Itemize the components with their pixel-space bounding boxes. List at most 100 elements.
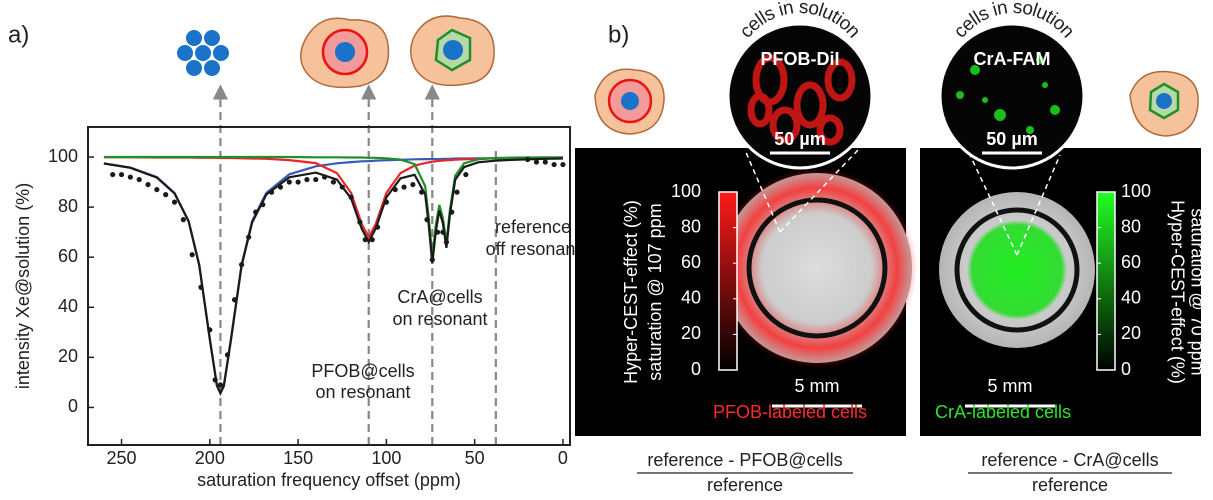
zoom-line — [969, 154, 1018, 256]
colorbar-tick-label: 40 — [1121, 288, 1141, 308]
inset-right — [938, 22, 1086, 170]
data-point — [348, 194, 354, 200]
panel-label: b) — [608, 21, 629, 48]
colorbar-tick-label: 60 — [681, 252, 701, 272]
data-point — [127, 174, 133, 180]
image-caption: CrA-labeled cells — [935, 402, 1071, 422]
annotation: on resonant — [392, 309, 487, 329]
data-point — [449, 209, 455, 215]
colorbar-tick-label: 0 — [1121, 359, 1131, 379]
data-point — [313, 176, 319, 183]
data-point — [419, 189, 425, 195]
y-tick-label: 20 — [58, 346, 78, 366]
colorbar-tick-label: 0 — [691, 359, 701, 379]
data-point — [231, 297, 238, 303]
data-point — [136, 176, 142, 183]
data-point — [224, 352, 231, 358]
annotation: CrA@cells — [397, 287, 482, 307]
formula-denominator: reference — [707, 475, 783, 495]
data-point — [429, 257, 435, 263]
colorbar-tick-label: 20 — [1121, 323, 1141, 343]
data-point — [269, 189, 275, 195]
sample-left — [717, 168, 917, 368]
scale-label: 5 mm — [988, 376, 1033, 396]
y-tick-label: 40 — [58, 296, 78, 316]
inset-scale-label: 50 µm — [774, 129, 825, 149]
inset-scale-label: 50 µm — [986, 129, 1037, 149]
y-tick-label: 80 — [58, 196, 78, 216]
data-point — [304, 176, 310, 183]
data-point — [239, 262, 245, 268]
image-caption: PFOB-labeled cells — [713, 402, 867, 422]
colorbar-tick-label: 80 — [681, 216, 701, 236]
data-point — [260, 202, 266, 208]
inset-cells — [956, 56, 1060, 134]
colorbar-tick-label: 100 — [671, 181, 701, 201]
data-point — [189, 252, 195, 258]
data-point — [110, 171, 116, 178]
zoom-line — [1016, 154, 1061, 256]
data-point — [424, 217, 430, 223]
x-tick-label: 100 — [371, 448, 401, 468]
colorbar-tick-label: 20 — [681, 323, 701, 343]
colorbar-tick-label: 100 — [1121, 181, 1151, 201]
scale-label: 5 mm — [795, 376, 840, 396]
x-tick-label: 0 — [558, 448, 568, 468]
annotation: reference — [495, 217, 571, 237]
data-point — [180, 217, 186, 223]
data-point — [277, 184, 284, 190]
data-point — [369, 237, 375, 243]
data-point — [163, 192, 169, 198]
data-point — [217, 382, 224, 388]
zoom-line — [744, 149, 781, 233]
inset-cells — [747, 54, 856, 146]
colorbar-tick-label: 60 — [1121, 252, 1141, 272]
colorbar-subtitle: saturation @ 107 ppm — [645, 203, 665, 380]
x-axis-label: saturation frequency offset (ppm) — [197, 470, 461, 490]
cell-icon — [410, 15, 495, 87]
data-point — [410, 181, 416, 188]
data-point — [339, 184, 345, 190]
formula-numerator: reference - PFOB@cells — [647, 450, 842, 470]
data-point — [392, 186, 398, 193]
data-point — [286, 179, 292, 185]
data-point — [118, 171, 125, 178]
formula-numerator: reference - CrA@cells — [981, 450, 1158, 470]
data-point — [246, 234, 252, 240]
data-point — [212, 377, 218, 383]
x-tick-label: 150 — [283, 448, 313, 468]
colorbar-tick-label: 40 — [681, 288, 701, 308]
inset-label: PFOB-DiI — [761, 49, 840, 69]
data-point — [454, 189, 460, 195]
colorbar-tick-label: 80 — [1121, 216, 1141, 236]
annotation: PFOB@cells — [311, 361, 414, 381]
data-point — [525, 156, 531, 163]
data-point — [198, 284, 204, 290]
data-point — [362, 237, 368, 243]
data-point — [321, 174, 328, 180]
data-point — [542, 159, 548, 165]
plot-frame — [87, 126, 571, 446]
colorbar-title: Hyper-CEST-effect (%) — [1167, 200, 1187, 384]
data-point — [551, 161, 557, 168]
data-point — [434, 229, 441, 235]
data-point — [154, 186, 160, 193]
y-tick-label: 60 — [58, 246, 78, 266]
data-point — [357, 219, 363, 225]
data-point — [207, 327, 213, 333]
particle-icon — [177, 30, 229, 76]
data-point — [374, 224, 381, 230]
colorbar — [1096, 191, 1116, 371]
colorbar-title: Hyper-CEST-effect (%) — [621, 200, 641, 384]
x-tick-label: 200 — [195, 448, 225, 468]
sample-right — [939, 192, 1095, 348]
data-point — [443, 239, 450, 245]
data-point — [253, 209, 259, 215]
data-point — [295, 179, 301, 185]
curve — [103, 157, 563, 397]
inset-label: CrA-FAM — [974, 49, 1051, 69]
zoom-line — [779, 149, 859, 233]
cell-icon — [1129, 70, 1199, 137]
colorbar-subtitle: saturation @ 70 ppm — [1187, 208, 1207, 375]
